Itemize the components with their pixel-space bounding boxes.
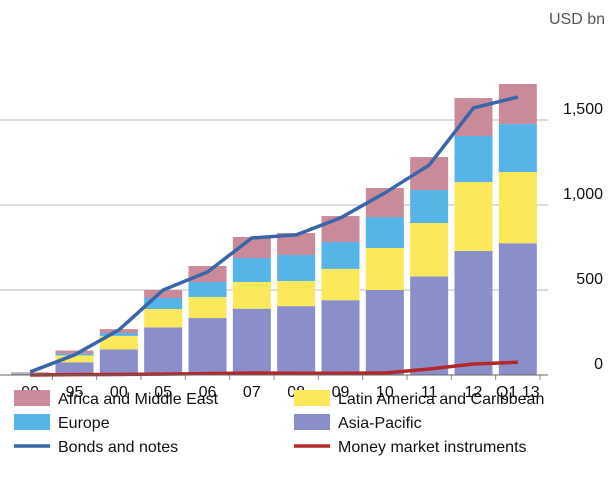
legend-label: Africa and Middle East: [58, 391, 219, 408]
bar-segment: [366, 217, 404, 248]
legend-swatch: [294, 390, 330, 406]
bar-segment: [189, 282, 227, 297]
unit-label: USD bn: [549, 11, 605, 28]
y-tick-label: 1,500: [563, 101, 603, 118]
bar-segment: [410, 190, 448, 223]
bar-segment: [233, 282, 271, 309]
y-tick-label: 0: [594, 356, 603, 373]
legend-label: Asia-Pacific: [338, 415, 422, 432]
legend-swatch: [14, 414, 50, 430]
bar-segment: [189, 266, 227, 282]
legend-label: Bonds and notes: [58, 439, 178, 456]
bar-segment: [499, 124, 537, 172]
bar-segment: [455, 182, 493, 251]
legend-label: Money market instruments: [338, 439, 527, 456]
bar-segment: [189, 297, 227, 318]
bar-segment: [277, 255, 315, 281]
bar-segment: [322, 300, 360, 375]
bar-segment: [499, 84, 537, 124]
bar-segment: [100, 350, 138, 376]
bar-segment: [189, 318, 227, 375]
legend-swatch: [294, 414, 330, 430]
legend-label: Europe: [58, 415, 110, 432]
bar-segment: [233, 309, 271, 375]
bar-segment: [277, 306, 315, 375]
bar-segment: [277, 281, 315, 306]
bar-segment: [322, 269, 360, 300]
bar-segment: [144, 309, 182, 327]
bar-segment: [322, 216, 360, 242]
bar-segment: [322, 242, 360, 269]
bar-segment: [366, 290, 404, 375]
bar-segment: [499, 172, 537, 243]
x-tick-label: 07: [243, 384, 261, 401]
bar-segment: [455, 136, 493, 182]
bar-segment: [233, 258, 271, 282]
bar-segment: [499, 243, 537, 375]
bar-segment: [455, 251, 493, 375]
bar-segment: [410, 276, 448, 375]
bar-segment: [366, 248, 404, 290]
bar-segment: [410, 223, 448, 276]
legend-swatch: [14, 390, 50, 406]
y-tick-label: 1,000: [563, 186, 603, 203]
legend-label: Latin America and Caribbean: [338, 391, 544, 408]
y-tick-label: 500: [576, 271, 603, 288]
bar-segment: [144, 327, 182, 375]
